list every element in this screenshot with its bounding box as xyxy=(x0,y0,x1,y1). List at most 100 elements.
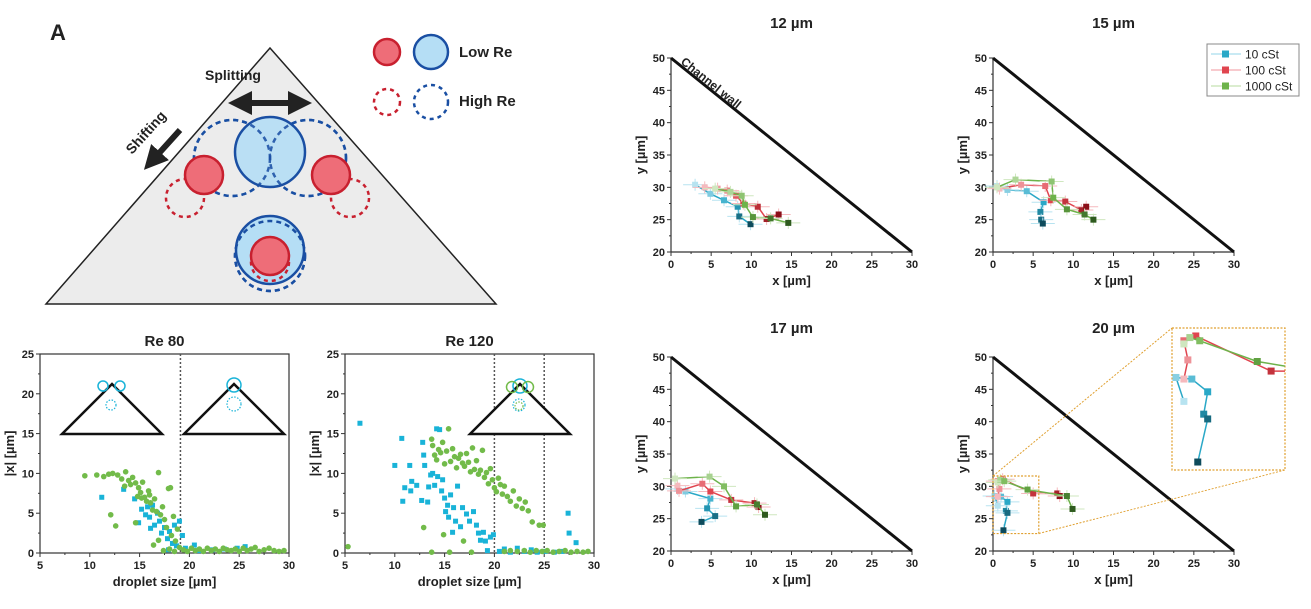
trajectory-point xyxy=(775,211,782,218)
data-point-square xyxy=(448,492,454,498)
x-tick-label: 30 xyxy=(906,259,918,271)
channel-wall-line xyxy=(670,355,913,553)
x-tick-label: 15 xyxy=(1107,259,1119,271)
data-point-square xyxy=(473,522,479,528)
y-tick-label: 45 xyxy=(653,85,665,97)
zoom-connector xyxy=(1038,469,1286,535)
trajectory-point xyxy=(682,488,689,495)
data-point-circle xyxy=(449,445,456,452)
data-point-square xyxy=(487,534,493,540)
data-point-square xyxy=(139,506,145,512)
data-point-circle xyxy=(487,465,494,472)
trajectory-point xyxy=(1083,203,1090,210)
legend-marker-icon xyxy=(1222,50,1229,58)
data-point-circle xyxy=(129,474,136,481)
y-tick-label: 10 xyxy=(22,468,34,480)
channel-wall-line xyxy=(670,56,913,254)
data-point-circle xyxy=(513,503,520,509)
trajectory-point xyxy=(1194,458,1202,466)
trajectory-point xyxy=(994,184,1001,191)
zoom-connector xyxy=(992,327,1173,477)
data-point-square xyxy=(136,520,142,526)
data-point-circle xyxy=(585,548,591,555)
x-axis-label: x [µm] xyxy=(1094,273,1133,288)
inset-plot xyxy=(1172,332,1285,466)
trajectory-point xyxy=(733,503,740,510)
data-point-circle xyxy=(501,483,508,489)
trajectory-point xyxy=(1063,493,1070,500)
chart-trajectory-20um: 20 µm 0 5 10 15 20 25 30 20 25 30 35 40 45 50 x [µm] y [… xyxy=(955,320,1286,587)
data-point-circle xyxy=(477,467,484,474)
data-point-circle xyxy=(525,508,532,514)
data-point-circle xyxy=(429,442,436,449)
trajectory-point xyxy=(672,475,679,482)
schematic-legend: Low Re High Re xyxy=(372,33,516,121)
data-point-square xyxy=(132,496,138,502)
trajectory-point xyxy=(1062,198,1069,205)
trajectory-point xyxy=(704,505,711,512)
data-point-square xyxy=(464,511,470,517)
trajectory-point xyxy=(994,493,1001,500)
data-point-circle xyxy=(266,545,272,552)
data-point-circle xyxy=(493,488,500,495)
y-tick-label: 35 xyxy=(653,150,665,162)
data-point-circle xyxy=(151,496,158,502)
trajectory-point xyxy=(727,188,734,195)
trajectory-point xyxy=(1200,410,1208,418)
data-point-circle xyxy=(495,475,502,481)
trajectory-point xyxy=(1172,373,1180,381)
data-point-square xyxy=(121,486,127,492)
x-tick-label: 15 xyxy=(785,558,797,570)
data-point-square xyxy=(409,478,415,484)
data-point-circle xyxy=(447,458,454,465)
y-axis-label: |x| [µm] xyxy=(2,431,17,477)
data-point-circle xyxy=(460,538,467,544)
x-tick-label: 10 xyxy=(1067,259,1079,271)
x-tick-label: 30 xyxy=(906,558,918,570)
inset-triangle-icon xyxy=(466,382,574,436)
x-tick-label: 30 xyxy=(283,560,295,572)
trajectory-point xyxy=(1024,486,1031,493)
data-point-circle xyxy=(440,531,447,538)
data-point-square xyxy=(99,494,105,500)
data-point-square xyxy=(164,536,170,542)
data-point-circle xyxy=(155,469,162,476)
data-point-square xyxy=(482,538,488,544)
data-point-square xyxy=(179,532,185,538)
y-tick-label: 40 xyxy=(975,118,987,130)
chart-title: 12 µm xyxy=(770,15,813,32)
trajectory-point xyxy=(707,190,714,197)
data-point-square xyxy=(440,477,446,483)
trajectory-point xyxy=(749,214,756,221)
low-re-blue-large xyxy=(233,115,307,189)
data-point-circle xyxy=(118,476,125,482)
x-tick-label: 5 xyxy=(1030,259,1036,271)
data-point-circle xyxy=(529,519,536,525)
channel-wall-line xyxy=(992,355,1235,553)
y-tick-label: 20 xyxy=(327,389,339,401)
low-re-red-bottom xyxy=(249,235,291,277)
y-axis-label: y [µm] xyxy=(955,435,970,474)
x-axis-label: droplet size [µm] xyxy=(113,574,217,589)
trajectory-point xyxy=(741,201,748,208)
data-point-circle xyxy=(428,549,435,556)
chart-title: 15 µm xyxy=(1092,15,1135,32)
high-re-blue-bottom-overlay xyxy=(233,219,307,293)
data-point-square xyxy=(450,529,456,535)
y-tick-label: 15 xyxy=(327,429,339,441)
legend-low-re: Low Re xyxy=(459,44,512,61)
data-point-square xyxy=(159,530,165,536)
x-axis-label: x [µm] xyxy=(772,572,811,587)
trajectory-point xyxy=(1192,332,1200,340)
x-tick-label: 20 xyxy=(1148,558,1160,570)
legend-high-re: High Re xyxy=(459,93,516,110)
x-tick-label: 15 xyxy=(785,259,797,271)
data-point-square xyxy=(425,499,431,505)
data-point-square xyxy=(437,427,443,433)
data-point-circle xyxy=(157,511,164,518)
x-tick-label: 10 xyxy=(745,259,757,271)
x-tick-label: 20 xyxy=(1148,259,1160,271)
data-point-circle xyxy=(468,549,475,556)
data-point-square xyxy=(484,548,490,554)
data-point-circle xyxy=(489,476,496,483)
